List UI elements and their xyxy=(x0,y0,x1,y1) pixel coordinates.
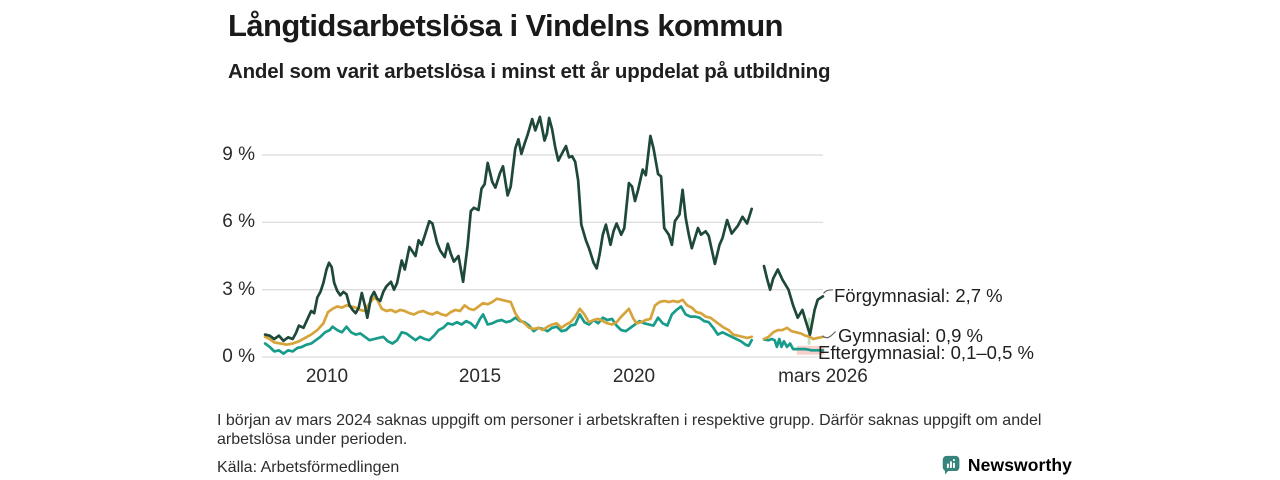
x-tick-2020: 2020 xyxy=(612,366,656,387)
x-tick-2010: 2010 xyxy=(305,366,349,387)
page-subtitle: Andel som varit arbetslösa i minst ett å… xyxy=(228,60,831,83)
gridlines xyxy=(262,154,823,358)
label-connectors xyxy=(822,289,836,339)
series-line-förgymnasial-seg2 xyxy=(762,264,825,336)
y-tick-9: 9 % xyxy=(222,144,255,165)
connector-forgymnasial xyxy=(823,289,834,294)
newsworthy-icon xyxy=(942,455,960,475)
series-line-förgymnasial-seg1 xyxy=(263,115,754,343)
series-line-eftergymnasial-seg1 xyxy=(263,305,754,355)
y-tick-3: 3 % xyxy=(222,279,255,300)
series-line-eftergymnasial-seg2 xyxy=(762,337,825,352)
y-tick-6: 6 % xyxy=(222,211,255,232)
x-tick-2015: 2015 xyxy=(458,366,502,387)
series-label-forgymnasial: Förgymnasial: 2,7 % xyxy=(834,285,1003,306)
page-title: Långtidsarbetslösa i Vindelns kommun xyxy=(228,8,784,43)
series-label-eftergymnasial: Eftergymnasial: 0,1–0,5 % xyxy=(818,342,1034,363)
series-line-gymnasial-seg2 xyxy=(762,326,825,341)
newsworthy-logo[interactable]: Newsworthy xyxy=(942,452,1072,478)
series-lines xyxy=(263,115,825,355)
x-tick-mars-2026: mars 2026 xyxy=(778,366,868,387)
source-text: Källa: Arbetsförmedlingen xyxy=(217,459,400,476)
newsworthy-logo-text: Newsworthy xyxy=(967,454,1072,475)
y-tick-0: 0 % xyxy=(222,346,255,367)
series-label-gymnasial: Gymnasial: 0,9 % xyxy=(838,325,983,346)
connector-gymnasial xyxy=(822,331,836,339)
footnote: I början av mars 2024 saknas uppgift om … xyxy=(217,412,1042,449)
